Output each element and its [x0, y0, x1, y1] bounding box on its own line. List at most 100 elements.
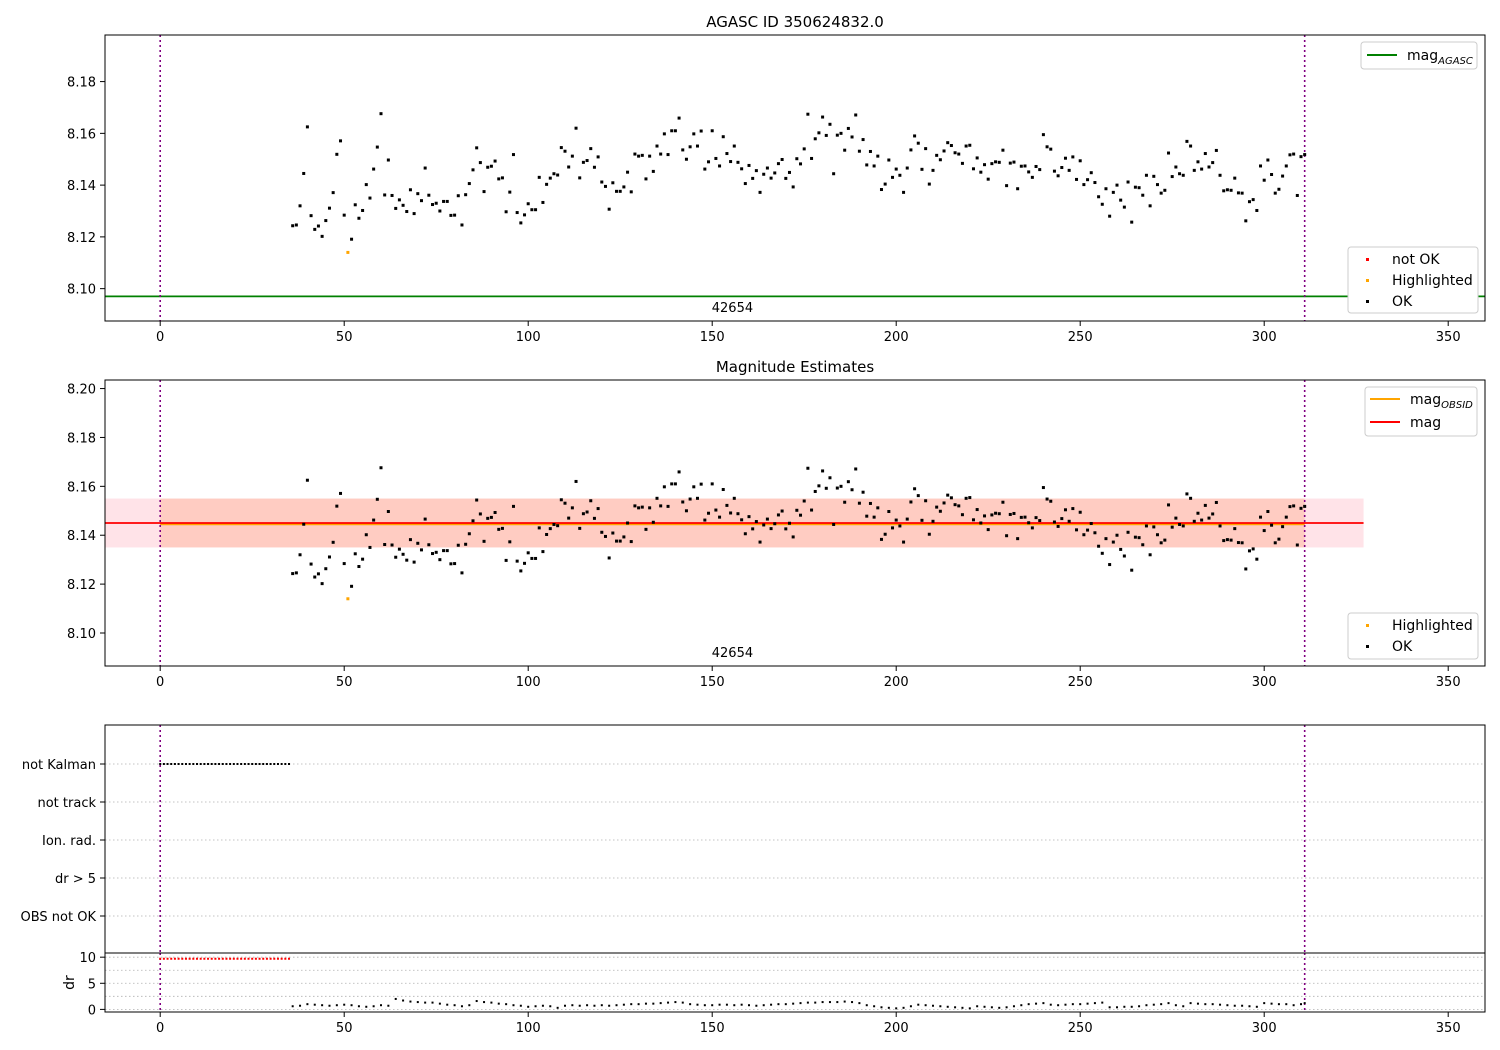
ok-point [813, 489, 817, 493]
ok-point [1196, 511, 1200, 515]
ok-point [835, 133, 839, 137]
ok-point [1281, 525, 1285, 529]
ok-point [938, 509, 942, 513]
ok-point [567, 165, 571, 169]
ok-point [1299, 506, 1303, 510]
dr-point [424, 1001, 427, 1004]
agasc-axes-frame [104, 34, 1486, 322]
dr-point [1303, 1002, 1306, 1005]
ok-point [1137, 186, 1141, 190]
dr-not-ok-point [288, 957, 290, 960]
ok-point [1244, 567, 1248, 571]
ok-point [1122, 205, 1126, 209]
ok-point [1141, 193, 1145, 197]
ok-point [935, 505, 939, 509]
ok-point [1236, 191, 1240, 195]
ok-point [453, 213, 457, 217]
dr-point [446, 1003, 449, 1006]
ok-point [986, 528, 990, 532]
flag-point [247, 763, 250, 765]
ok-point [1240, 541, 1244, 545]
ok-point [898, 524, 902, 528]
dr-point [902, 1006, 905, 1009]
ok-point [968, 143, 972, 147]
ok-point [1144, 524, 1148, 528]
ok-point [1152, 174, 1156, 178]
ok-point [316, 224, 320, 228]
ok-point [611, 181, 615, 185]
ok-point [530, 556, 534, 560]
legend-ok-label: OK [1392, 294, 1413, 310]
ok-point [596, 155, 600, 159]
dr-point [1057, 1004, 1060, 1007]
ok-point [894, 518, 898, 522]
dr-point [836, 1001, 839, 1004]
ok-point [405, 558, 409, 562]
ok-point [1185, 139, 1189, 143]
ok-point [1277, 537, 1281, 541]
ok-point [1281, 174, 1285, 178]
ok-point [383, 543, 387, 547]
agasc-xtick-label: 250 [1068, 330, 1093, 345]
ok-point [854, 113, 858, 117]
dr-point [1005, 1006, 1008, 1009]
ok-point [876, 154, 880, 158]
dr-not-ok-point [284, 957, 287, 960]
flag-point [177, 763, 180, 765]
ok-point [537, 526, 541, 530]
ok-point [659, 504, 663, 508]
ok-point [456, 194, 460, 198]
dr-not-ok-point [181, 957, 184, 960]
ok-point [309, 562, 313, 566]
dr-not-ok-point [207, 957, 210, 960]
ok-point [637, 154, 641, 158]
ok-point [596, 507, 600, 511]
flag-point [181, 763, 184, 765]
ok-point [581, 512, 585, 516]
flag-point [225, 763, 228, 765]
ok-point [769, 176, 773, 180]
ok-point [1262, 529, 1266, 533]
ok-point [751, 176, 755, 180]
dr-point [600, 1004, 603, 1007]
ok-point [1111, 190, 1115, 194]
ok-point [799, 162, 803, 166]
dr-point [564, 1004, 566, 1007]
dr-point [1292, 1004, 1295, 1007]
ok-point [626, 521, 630, 525]
ok-point [846, 126, 850, 130]
ok-point [806, 112, 810, 116]
ok-point [375, 497, 379, 501]
dr-point [858, 1002, 861, 1005]
flag-point [276, 763, 279, 765]
ok-point [394, 206, 398, 210]
dr-point [1064, 1003, 1067, 1006]
ok-point [1277, 187, 1281, 191]
ok-point [743, 182, 747, 186]
dr-point [1093, 1002, 1096, 1005]
dr-point [622, 1003, 625, 1006]
ok-point [1100, 551, 1104, 555]
ok-point [1067, 519, 1071, 523]
ok-point [909, 148, 913, 152]
ok-point [453, 562, 457, 566]
ok-point [523, 561, 527, 565]
flag-point [214, 763, 217, 765]
dr-not-ok-point [159, 957, 162, 960]
dr-not-ok-point [269, 957, 272, 960]
dr-point [932, 1004, 934, 1007]
ok-point [1295, 543, 1299, 547]
ok-point [747, 515, 751, 519]
ok-point [629, 540, 633, 544]
flag-point [196, 763, 198, 765]
flag-point [162, 763, 165, 765]
ok-point [843, 148, 847, 152]
ok-point [983, 514, 987, 518]
dr-point [1079, 1003, 1082, 1006]
ok-point [541, 550, 545, 554]
ok-point [515, 211, 519, 215]
ok-point [379, 112, 383, 116]
ok-point [644, 177, 648, 181]
dr-not-ok-point [203, 957, 206, 960]
